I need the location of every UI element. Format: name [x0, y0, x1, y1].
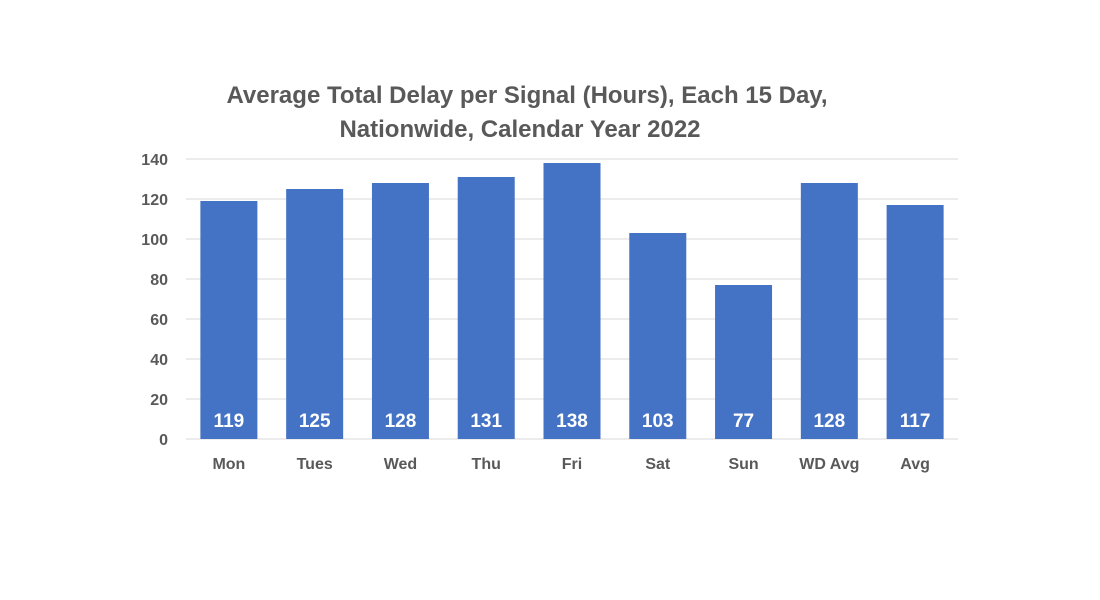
y-axis-ticks: 0 20 40 60 80 100 120 140	[141, 152, 168, 449]
y-tick-label: 100	[141, 232, 168, 249]
x-tick-label: Mon	[212, 456, 245, 473]
bar	[543, 163, 601, 439]
y-tick-label: 80	[150, 272, 168, 289]
chart-title-line-1: Average Total Delay per Signal (Hours), …	[226, 82, 827, 109]
y-tick-label: 60	[150, 312, 168, 329]
bar	[371, 183, 429, 439]
y-tick-label: 0	[159, 432, 168, 449]
x-axis-ticks: Mon Tues Wed Thu Fri Sat Sun WD Avg Avg	[212, 456, 929, 473]
x-tick-label: Sun	[728, 456, 758, 473]
data-label: 125	[299, 411, 331, 432]
y-tick-label: 40	[150, 352, 168, 369]
data-label: 117	[900, 411, 931, 432]
bar	[286, 189, 344, 439]
x-tick-label: Sat	[645, 456, 671, 473]
x-tick-label: Thu	[472, 456, 501, 473]
x-tick-label: Fri	[562, 456, 582, 473]
data-label: 138	[556, 411, 588, 432]
data-label: 103	[642, 411, 674, 432]
data-label: 131	[470, 411, 502, 432]
chart-title-line-2: Nationwide, Calendar Year 2022	[339, 116, 700, 143]
bar	[457, 177, 515, 439]
data-label: 119	[214, 411, 245, 432]
data-label: 128	[813, 411, 845, 432]
bar	[200, 201, 258, 439]
x-tick-label: WD Avg	[799, 456, 859, 473]
x-tick-label: Avg	[900, 456, 930, 473]
bar	[629, 233, 687, 439]
x-tick-label: Tues	[297, 456, 333, 473]
y-tick-label: 20	[150, 392, 168, 409]
bar	[886, 205, 944, 439]
x-tick-label: Wed	[384, 456, 417, 473]
bar	[800, 183, 858, 439]
y-tick-label: 140	[141, 152, 168, 169]
data-labels: 119 125 128 131 138 103 77 128 117	[214, 411, 931, 432]
y-tick-label: 120	[141, 192, 168, 209]
bars	[200, 163, 944, 439]
data-label: 77	[733, 411, 754, 432]
bar	[715, 285, 773, 439]
data-label: 128	[385, 411, 417, 432]
